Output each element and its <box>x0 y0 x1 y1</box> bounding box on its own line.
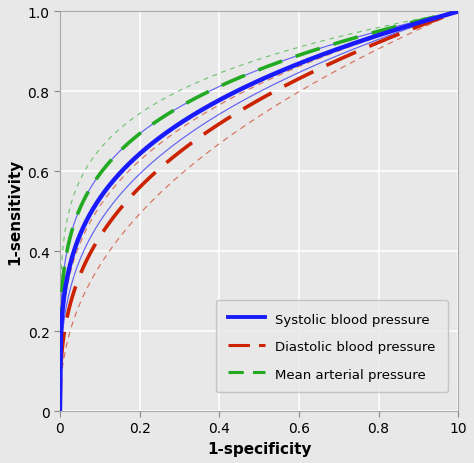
Legend: Systolic blood pressure, Diastolic blood pressure, Mean arterial pressure: Systolic blood pressure, Diastolic blood… <box>216 300 447 393</box>
X-axis label: 1-specificity: 1-specificity <box>207 441 311 456</box>
Y-axis label: 1-sensitivity: 1-sensitivity <box>7 159 22 265</box>
